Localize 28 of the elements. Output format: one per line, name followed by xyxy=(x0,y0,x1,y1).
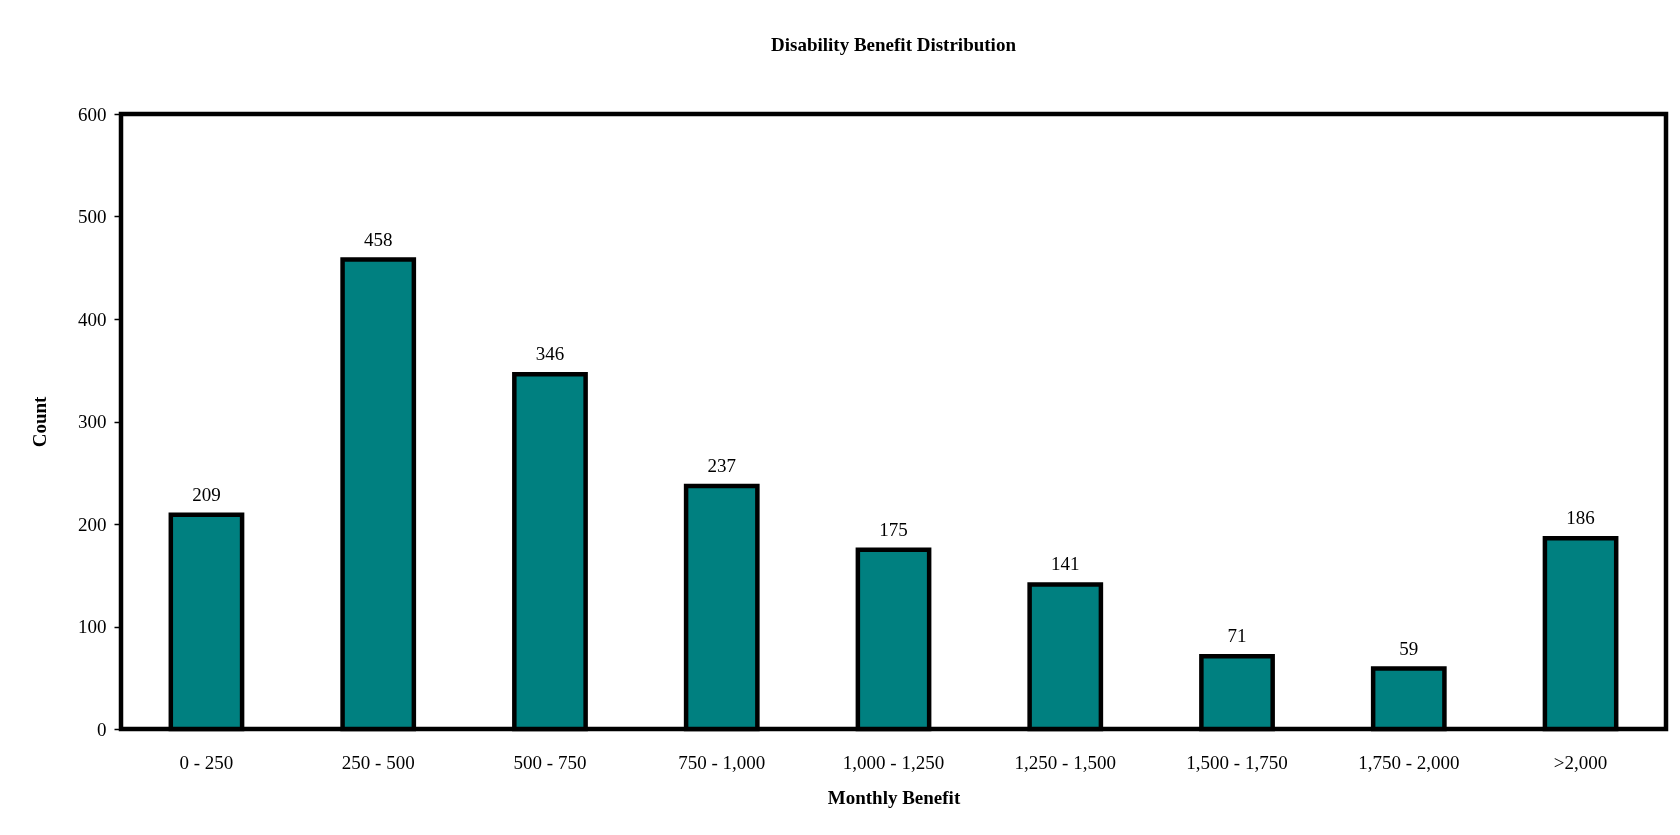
y-tick-label: 600 xyxy=(78,103,107,125)
y-tick-label: 0 xyxy=(97,718,107,740)
y-tick-label: 200 xyxy=(78,513,107,535)
chart-title: Disability Benefit Distribution xyxy=(771,34,1017,55)
x-tick-label: 500 - 750 xyxy=(513,751,587,773)
x-tick-label: 750 - 1,000 xyxy=(678,751,766,773)
data-label: 346 xyxy=(535,343,565,365)
data-label: 209 xyxy=(192,483,221,505)
data-label: 59 xyxy=(1399,637,1419,659)
data-label: 237 xyxy=(707,455,736,477)
y-axis-title: Count xyxy=(29,395,50,448)
y-tick-label: 100 xyxy=(78,616,107,637)
x-tick-label: 0 - 250 xyxy=(179,751,234,773)
y-tick-label: 400 xyxy=(78,308,107,330)
x-tick-label: 1,500 - 1,750 xyxy=(1186,751,1288,773)
x-axis-title: Monthly Benefit xyxy=(827,786,961,808)
x-tick-label: 1,750 - 2,000 xyxy=(1358,751,1460,773)
x-tick-label: 1,250 - 1,500 xyxy=(1014,751,1116,773)
data-label: 71 xyxy=(1227,625,1247,647)
data-label: 141 xyxy=(1051,553,1080,575)
y-tick-label: 300 xyxy=(78,411,107,432)
x-tick-label: 250 - 500 xyxy=(341,751,415,773)
x-tick-label: 1,000 - 1,250 xyxy=(842,751,945,773)
data-label: 186 xyxy=(1566,507,1595,529)
y-tick-label: 500 xyxy=(78,206,107,227)
data-label: 458 xyxy=(363,228,393,250)
data-label: 175 xyxy=(879,518,908,540)
x-tick-label: >2,000 xyxy=(1553,751,1608,773)
